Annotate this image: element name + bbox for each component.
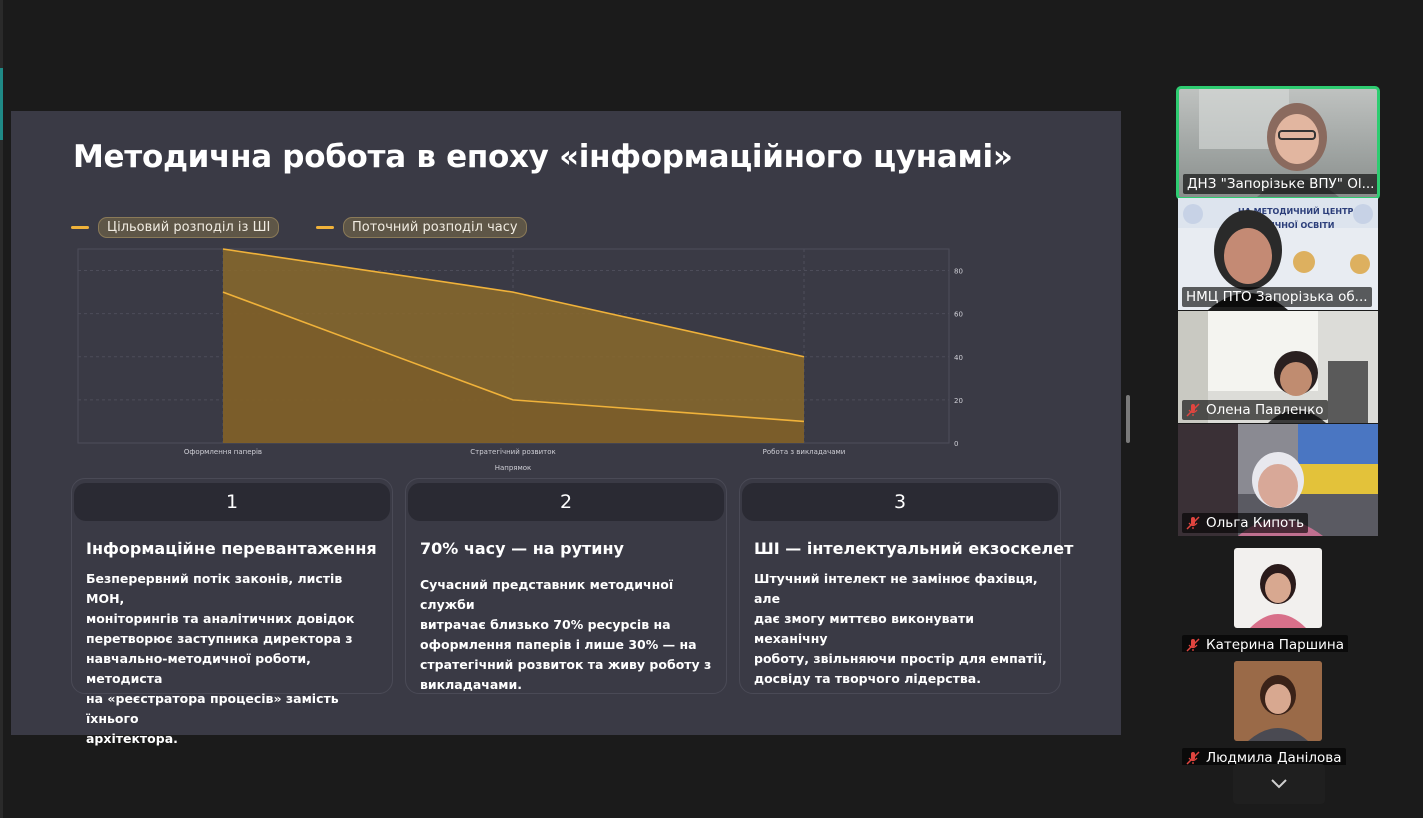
card-body-line: оформлення паперів і лише 30% — на xyxy=(420,637,697,652)
card-body-line: стратегічний розвиток та живу роботу з xyxy=(420,657,712,672)
participant-tile[interactable]: Людмила Данілова xyxy=(1178,653,1378,765)
card-body-line: викладачами. xyxy=(420,677,523,692)
card-number: 2 xyxy=(408,483,724,521)
participant-name: Олена Павленко xyxy=(1182,400,1328,420)
side-accent-marker xyxy=(0,68,3,140)
y-tick-label: 60 xyxy=(954,311,963,319)
card-title: ШІ — інтелектуальний екзоскелет xyxy=(754,539,1074,558)
info-card: 1 Інформаційне перевантаження Безперервн… xyxy=(71,478,393,746)
participant-tile[interactable]: НА МЕТОДИЧНИЙ ЦЕНТР ТЕХНІЧНОЇ ОСВІТИ НМЦ… xyxy=(1178,198,1378,310)
x-axis-label: Напрямок xyxy=(495,464,532,472)
card-body-line: моніторингів та аналітичних довідок xyxy=(86,611,355,626)
x-tick-label: Оформлення паперів xyxy=(184,448,262,456)
card-body-line: роботу, звільняючи простір для емпатії, xyxy=(754,651,1047,666)
info-card: 2 70% часу — на рутину Сучасний представ… xyxy=(405,478,727,694)
panel-resize-handle[interactable] xyxy=(1126,395,1130,443)
x-tick-label: Робота з викладачами xyxy=(763,448,846,456)
participant-name: Катерина Паршина xyxy=(1182,635,1348,652)
series-area-target xyxy=(223,292,804,443)
card-title: 70% часу — на рутину xyxy=(420,539,624,558)
participant-tile[interactable]: Олена Павленко xyxy=(1178,311,1378,423)
y-tick-label: 80 xyxy=(954,268,963,276)
avatar-photo xyxy=(1234,661,1322,741)
participant-tile-active[interactable]: ДНЗ "Запорізьке ВПУ" Ol... xyxy=(1176,86,1380,200)
legend-label: Поточний розподіл часу xyxy=(343,216,527,238)
y-tick-label: 0 xyxy=(954,440,958,448)
participant-name: ДНЗ "Запорізьке ВПУ" Ol... xyxy=(1183,174,1377,194)
card-body: Безперервний потік законів, листів МОН, … xyxy=(86,569,382,749)
card-number: 3 xyxy=(742,483,1058,521)
y-tick-label: 40 xyxy=(954,354,963,362)
participant-name: Людмила Данілова xyxy=(1182,748,1346,765)
card-body-line: Сучасний представник методичної служби xyxy=(420,577,674,612)
participant-name: НМЦ ПТО Запорізька об... xyxy=(1182,287,1372,307)
card-body-line: Безперервний потік законів, листів МОН, xyxy=(86,571,343,606)
card-body: Штучний інтелект не замінює фахівця, але… xyxy=(754,569,1050,689)
chevron-down-icon xyxy=(1271,779,1287,789)
mic-off-icon xyxy=(1186,516,1200,530)
shared-slide: Методична робота в епоху «інформаційного… xyxy=(11,111,1121,746)
info-card: 3 ШІ — інтелектуальний екзоскелет Штучни… xyxy=(739,478,1073,694)
window-left-edge xyxy=(0,0,3,818)
card-body-line: перетворює заступника директора з xyxy=(86,631,353,646)
legend-label: Цільовий розподіл із ШІ xyxy=(98,216,280,238)
card-body-line: на «реєстратора процесів» замість їхньог… xyxy=(86,691,339,726)
slide-title: Методична робота в епоху «інформаційного… xyxy=(73,139,1013,175)
series-line-current xyxy=(222,248,805,358)
area-chart: 0 20 40 60 80 Оформлення паперів Стратегічний … xyxy=(77,248,963,472)
card-title: Інформаційне перевантаження xyxy=(86,539,377,558)
participant-tile[interactable]: Катерина Паршина xyxy=(1178,540,1378,652)
card-body-line: витрачає близько 70% ресурсів на xyxy=(420,617,671,632)
card-body-line: Штучний інтелект не замінює фахівця, але xyxy=(754,571,1038,606)
svg-text:НА МЕТОДИЧНИЙ ЦЕНТР: НА МЕТОДИЧНИЙ ЦЕНТР xyxy=(1238,205,1354,216)
svg-text:ТЕХНІЧНОЇ ОСВІТИ: ТЕХНІЧНОЇ ОСВІТИ xyxy=(1248,220,1334,230)
card-body-line: дає змогу миттєво виконувати механічну xyxy=(754,611,974,646)
participant-tile[interactable]: Ольга Кипоть xyxy=(1178,424,1378,536)
avatar xyxy=(1234,661,1322,741)
participant-video xyxy=(1178,424,1378,536)
card-number: 1 xyxy=(74,483,390,521)
series-line-target xyxy=(222,291,805,423)
card-body-line: архітектора. xyxy=(86,731,178,746)
avatar xyxy=(1234,548,1322,628)
mic-off-icon xyxy=(1186,638,1200,652)
expand-participants-button[interactable] xyxy=(1233,764,1325,804)
card-body-line: досвіду та творчого лідерства. xyxy=(754,671,981,686)
card-body-line: навчально-методичної роботи, методиста xyxy=(86,651,311,686)
mic-off-icon xyxy=(1186,751,1200,765)
card-body: Сучасний представник методичної служби в… xyxy=(420,575,716,695)
participant-video xyxy=(1178,311,1368,423)
legend-line-icon xyxy=(316,225,334,229)
mic-off-icon xyxy=(1186,403,1200,417)
legend-item-target[interactable]: Цільовий розподіл із ШІ xyxy=(71,215,280,239)
avatar-photo xyxy=(1250,564,1306,628)
participant-name: Ольга Кипоть xyxy=(1182,513,1309,533)
legend-item-current[interactable]: Поточний розподіл часу xyxy=(316,215,527,239)
legend-line-icon xyxy=(71,225,89,229)
x-tick-label: Стратегічний розвиток xyxy=(470,448,555,456)
y-tick-label: 20 xyxy=(954,397,963,405)
